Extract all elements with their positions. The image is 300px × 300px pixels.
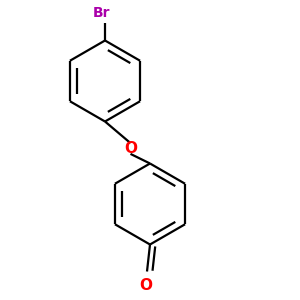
Text: O: O [139,278,152,292]
Text: O: O [124,141,137,156]
Text: Br: Br [93,6,111,20]
